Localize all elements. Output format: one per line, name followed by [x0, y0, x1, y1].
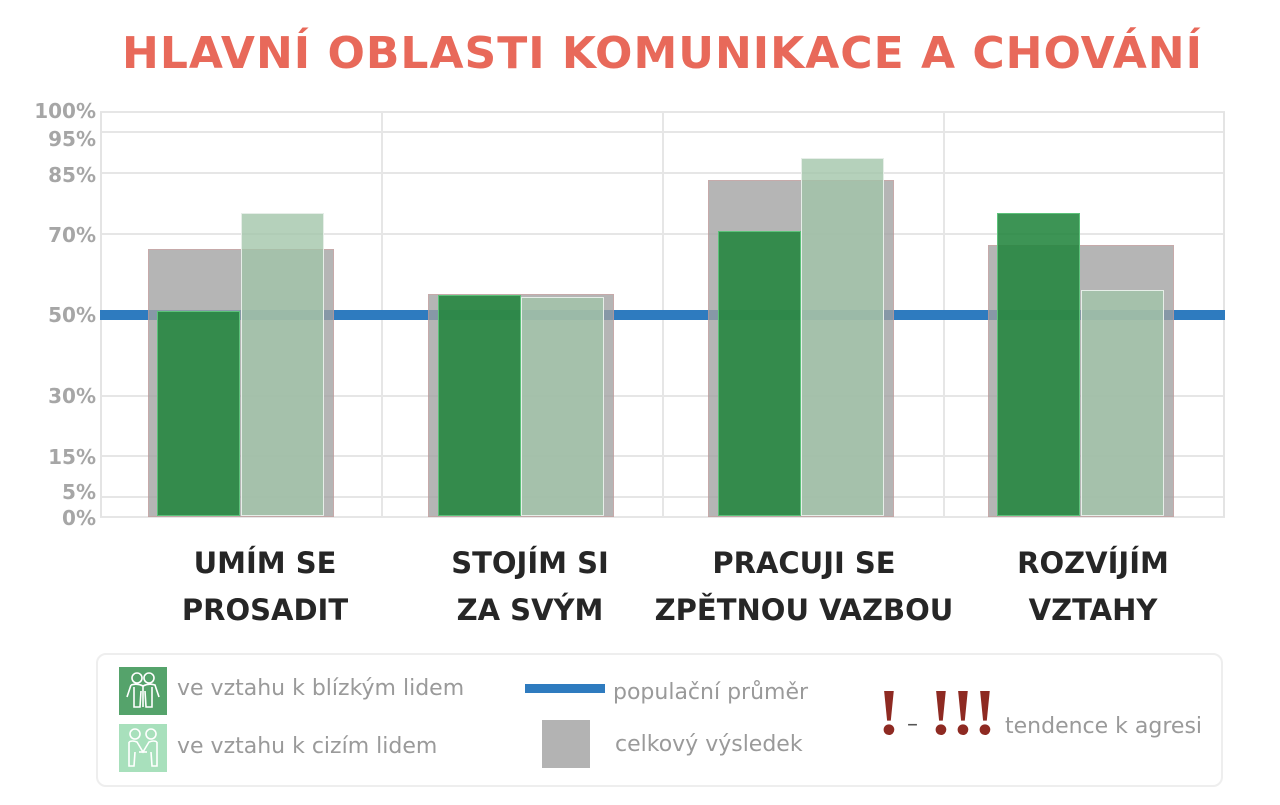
legend-aggression-label: tendence k agresi [1005, 714, 1203, 739]
category-label-1: UMÍM SE PROSADIT [112, 540, 418, 634]
overall-swatch [542, 720, 590, 768]
population-average-line [100, 310, 1225, 320]
bar-strangers-4[interactable] [1081, 290, 1164, 516]
category-label-line: ROZVÍJÍM [1017, 546, 1169, 580]
legend-strangers-label: ve vztahu k cizím lidem [177, 734, 438, 759]
category-label-4: ROZVÍJÍM VZTAHY [940, 540, 1246, 634]
legend-close-people-label: ve vztahu k blízkým lidem [177, 676, 465, 701]
category-label-3: PRACUJI SE ZPĚTNOU VAZBOU [626, 540, 982, 634]
y-tick-label: 100% [34, 99, 96, 123]
strangers-icon [119, 724, 167, 772]
bar-close-people-3[interactable] [718, 231, 801, 516]
population-average-swatch [525, 684, 605, 693]
category-label-line: VZTAHY [1028, 593, 1158, 627]
category-label-line: STOJÍM SI [451, 546, 609, 580]
chart-title: HLAVNÍ OBLASTI KOMUNIKACE A CHOVÁNÍ [122, 28, 1203, 79]
category-label-line: ZPĚTNOU VAZBOU [654, 593, 954, 627]
category-label-2: STOJÍM SI ZA SVÝM [377, 540, 683, 634]
y-tick-label: 85% [48, 163, 96, 187]
y-tick-label: 5% [62, 480, 96, 504]
y-tick-label: 70% [48, 223, 96, 247]
legend-overall-label: celkový výsledek [615, 732, 803, 757]
y-tick-label: 0% [62, 506, 96, 530]
y-tick-label: 95% [48, 127, 96, 151]
category-label-line: UMÍM SE [193, 546, 337, 580]
bar-strangers-1[interactable] [241, 213, 324, 516]
bar-strangers-2[interactable] [521, 297, 604, 516]
bar-close-people-2[interactable] [438, 295, 521, 516]
gridline-0 [100, 516, 1225, 518]
close-people-icon [119, 667, 167, 715]
aggression-high-icon: !!! [930, 676, 996, 749]
category-label-line: PRACUJI SE [712, 546, 896, 580]
bar-close-people-1[interactable] [157, 311, 240, 516]
aggression-range-dash: – [907, 712, 918, 737]
aggression-low-icon: ! [878, 676, 900, 749]
y-tick-label: 50% [48, 303, 96, 327]
bar-close-people-4[interactable] [997, 213, 1080, 516]
category-label-line: ZA SVÝM [456, 593, 604, 627]
y-tick-label: 30% [48, 384, 96, 408]
legend-box [96, 653, 1223, 787]
y-tick-label: 15% [48, 445, 96, 469]
bar-strangers-3[interactable] [801, 158, 884, 516]
category-label-line: PROSADIT [181, 593, 349, 627]
legend-population-average-label: populační průměr [613, 680, 809, 705]
